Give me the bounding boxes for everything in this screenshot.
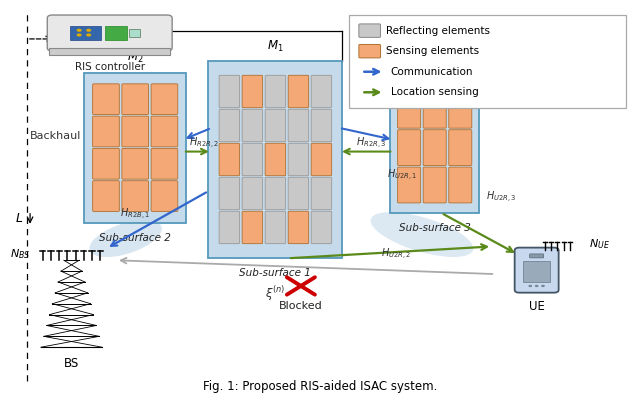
- Text: $N_{UE}$: $N_{UE}$: [589, 238, 610, 252]
- Text: $H_{R2R,2}$: $H_{R2R,2}$: [189, 136, 220, 151]
- FancyBboxPatch shape: [209, 60, 342, 258]
- Text: RIS controller: RIS controller: [75, 62, 145, 72]
- FancyBboxPatch shape: [359, 45, 381, 58]
- Text: $M_3$: $M_3$: [426, 60, 443, 75]
- FancyBboxPatch shape: [449, 130, 472, 166]
- FancyBboxPatch shape: [311, 75, 332, 108]
- Circle shape: [86, 29, 92, 32]
- FancyBboxPatch shape: [122, 181, 148, 211]
- FancyBboxPatch shape: [523, 261, 550, 283]
- FancyBboxPatch shape: [151, 148, 178, 179]
- FancyBboxPatch shape: [288, 109, 308, 142]
- FancyBboxPatch shape: [151, 84, 178, 115]
- FancyBboxPatch shape: [219, 75, 239, 108]
- FancyBboxPatch shape: [49, 48, 170, 55]
- FancyBboxPatch shape: [449, 167, 472, 203]
- FancyBboxPatch shape: [265, 109, 285, 142]
- FancyBboxPatch shape: [288, 211, 308, 244]
- Ellipse shape: [371, 212, 473, 257]
- Text: $H_{U2R,2}$: $H_{U2R,2}$: [381, 247, 411, 262]
- FancyBboxPatch shape: [265, 211, 285, 244]
- FancyBboxPatch shape: [288, 143, 308, 176]
- FancyBboxPatch shape: [311, 143, 332, 176]
- Circle shape: [535, 285, 539, 287]
- Circle shape: [77, 33, 82, 37]
- FancyBboxPatch shape: [265, 177, 285, 210]
- FancyBboxPatch shape: [515, 248, 559, 293]
- FancyBboxPatch shape: [265, 143, 285, 176]
- FancyBboxPatch shape: [242, 211, 262, 244]
- FancyBboxPatch shape: [530, 254, 543, 258]
- Text: Fig. 1: Proposed RIS-aided ISAC system.: Fig. 1: Proposed RIS-aided ISAC system.: [203, 380, 437, 393]
- FancyBboxPatch shape: [105, 26, 127, 40]
- FancyBboxPatch shape: [311, 177, 332, 210]
- FancyBboxPatch shape: [219, 109, 239, 142]
- Circle shape: [529, 285, 532, 287]
- FancyBboxPatch shape: [219, 211, 239, 244]
- FancyBboxPatch shape: [423, 130, 446, 166]
- FancyBboxPatch shape: [84, 72, 186, 223]
- Text: UE: UE: [529, 300, 545, 313]
- Text: Communication: Communication: [391, 67, 473, 77]
- FancyBboxPatch shape: [449, 92, 472, 128]
- FancyBboxPatch shape: [122, 84, 148, 115]
- FancyBboxPatch shape: [288, 177, 308, 210]
- FancyBboxPatch shape: [93, 116, 119, 147]
- Text: BS: BS: [64, 357, 79, 370]
- Text: $M_2$: $M_2$: [127, 50, 143, 65]
- Circle shape: [77, 29, 82, 32]
- FancyBboxPatch shape: [397, 130, 420, 166]
- Ellipse shape: [90, 220, 162, 257]
- FancyBboxPatch shape: [423, 167, 446, 203]
- FancyBboxPatch shape: [265, 75, 285, 108]
- FancyBboxPatch shape: [151, 181, 178, 211]
- Circle shape: [541, 285, 545, 287]
- FancyBboxPatch shape: [129, 29, 140, 37]
- Text: $H_{R2R,3}$: $H_{R2R,3}$: [356, 136, 387, 151]
- Circle shape: [86, 33, 92, 37]
- FancyBboxPatch shape: [397, 167, 420, 203]
- FancyBboxPatch shape: [288, 75, 308, 108]
- FancyBboxPatch shape: [311, 109, 332, 142]
- FancyBboxPatch shape: [242, 177, 262, 210]
- FancyBboxPatch shape: [359, 24, 381, 37]
- Text: $H_{R2B,1}$: $H_{R2B,1}$: [120, 207, 150, 222]
- Text: Backhaul: Backhaul: [30, 131, 81, 141]
- FancyBboxPatch shape: [242, 75, 262, 108]
- FancyBboxPatch shape: [70, 26, 101, 40]
- FancyBboxPatch shape: [219, 177, 239, 210]
- FancyBboxPatch shape: [122, 116, 148, 147]
- FancyBboxPatch shape: [93, 181, 119, 211]
- FancyBboxPatch shape: [47, 15, 172, 51]
- Text: Location sensing: Location sensing: [391, 87, 479, 97]
- FancyBboxPatch shape: [242, 109, 262, 142]
- FancyBboxPatch shape: [423, 92, 446, 128]
- Text: Sensing elements: Sensing elements: [386, 46, 479, 56]
- FancyBboxPatch shape: [311, 211, 332, 244]
- FancyBboxPatch shape: [93, 148, 119, 179]
- FancyBboxPatch shape: [122, 148, 148, 179]
- Text: Blocked: Blocked: [279, 301, 323, 311]
- Text: Sub-surface 3: Sub-surface 3: [399, 223, 470, 233]
- FancyBboxPatch shape: [390, 82, 479, 213]
- FancyBboxPatch shape: [349, 15, 626, 108]
- FancyBboxPatch shape: [242, 143, 262, 176]
- Text: Reflecting elements: Reflecting elements: [386, 25, 490, 36]
- Text: $N_{BS}$: $N_{BS}$: [10, 248, 30, 261]
- FancyBboxPatch shape: [219, 143, 239, 176]
- Text: $M_1$: $M_1$: [267, 39, 284, 54]
- FancyBboxPatch shape: [397, 92, 420, 128]
- Text: $H_{U2R,1}$: $H_{U2R,1}$: [387, 168, 417, 183]
- FancyBboxPatch shape: [93, 84, 119, 115]
- FancyBboxPatch shape: [151, 116, 178, 147]
- Text: Sub-surface 2: Sub-surface 2: [99, 232, 171, 243]
- Text: $H_{U2R,3}$: $H_{U2R,3}$: [486, 189, 516, 205]
- Text: $\xi^{(n)}$: $\xi^{(n)}$: [265, 284, 285, 303]
- Text: Sub-surface 1: Sub-surface 1: [239, 268, 311, 278]
- Text: $L$: $L$: [15, 212, 24, 225]
